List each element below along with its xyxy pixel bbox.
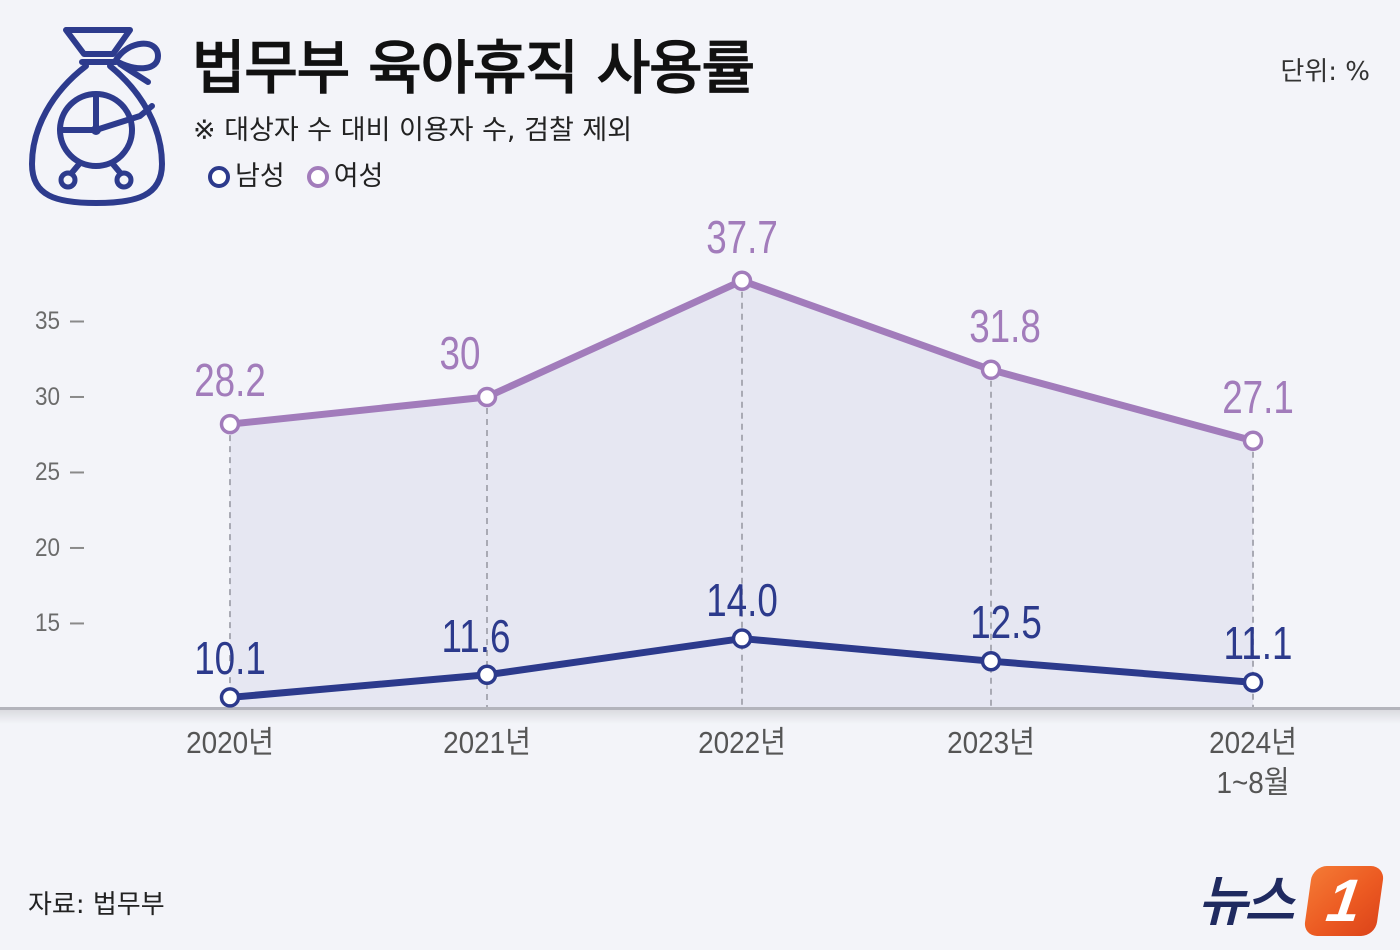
unit-label: 단위: %: [1280, 57, 1370, 87]
logo-badge: 1: [1303, 866, 1385, 936]
male-data-label-3: 12.5: [970, 596, 1042, 649]
y-tick-label-25: 25: [34, 458, 60, 487]
legend-female-marker: [306, 166, 329, 188]
y-tick-label-20: 20: [34, 533, 60, 562]
male-point-1: [476, 664, 498, 686]
female-point-4: [1242, 430, 1264, 452]
male-data-label-0: 10.1: [194, 632, 266, 685]
x-tick-label-3: 2023년: [947, 725, 1035, 760]
logo-mark: 1: [1322, 867, 1366, 934]
money-bag-stroller-icon: [29, 27, 165, 206]
logo-wordmark: 뉴스: [1198, 870, 1294, 933]
female-point-1: [476, 386, 498, 408]
x-axis-baseline: [0, 707, 1400, 710]
y-tick-label-15: 15: [34, 609, 60, 638]
legend-female-label: 여성: [333, 161, 384, 192]
male-data-label-2: 14.0: [706, 573, 778, 626]
male-data-label-4: 11.1: [1223, 617, 1293, 670]
x-tick-label-4: 2024년 1~8월: [1209, 725, 1297, 800]
news1-logo: 뉴스 1: [1196, 864, 1386, 938]
x-tick-label-0: 2020년: [186, 725, 274, 760]
male-point-4: [1242, 672, 1264, 693]
male-point-0: [219, 687, 241, 708]
chart-title: 법무부 육아휴직 사용률: [192, 34, 755, 102]
legend-male-marker: [208, 166, 230, 188]
source-note: 자료: 법무부: [28, 890, 165, 920]
female-data-label-3: 31.8: [969, 299, 1041, 352]
female-point-3: [980, 359, 1002, 381]
female-point-0: [219, 413, 241, 435]
legend: 남성 여성: [208, 161, 405, 193]
female-data-label-0: 28.2: [194, 354, 266, 407]
legend-male-label: 남성: [235, 161, 285, 192]
male-point-2: [731, 628, 753, 649]
x-axis-shadow: [0, 710, 1400, 724]
male-point-3: [980, 650, 1002, 672]
y-tick-label-35: 35: [34, 307, 60, 336]
x-tick-label-2: 2022년: [698, 725, 786, 760]
chart-subtitle: ※ 대상자 수 대비 이용자 수, 검찰 제외: [193, 115, 633, 146]
female-data-label-1: 30: [439, 326, 481, 379]
female-data-label-4: 27.1: [1222, 370, 1294, 423]
x-tick-label-1: 2021년: [443, 725, 531, 760]
female-point-2: [731, 270, 753, 291]
female-data-label-2: 37.7: [706, 210, 778, 263]
y-tick-label-30: 30: [34, 382, 60, 411]
male-data-label-1: 11.6: [441, 609, 511, 662]
